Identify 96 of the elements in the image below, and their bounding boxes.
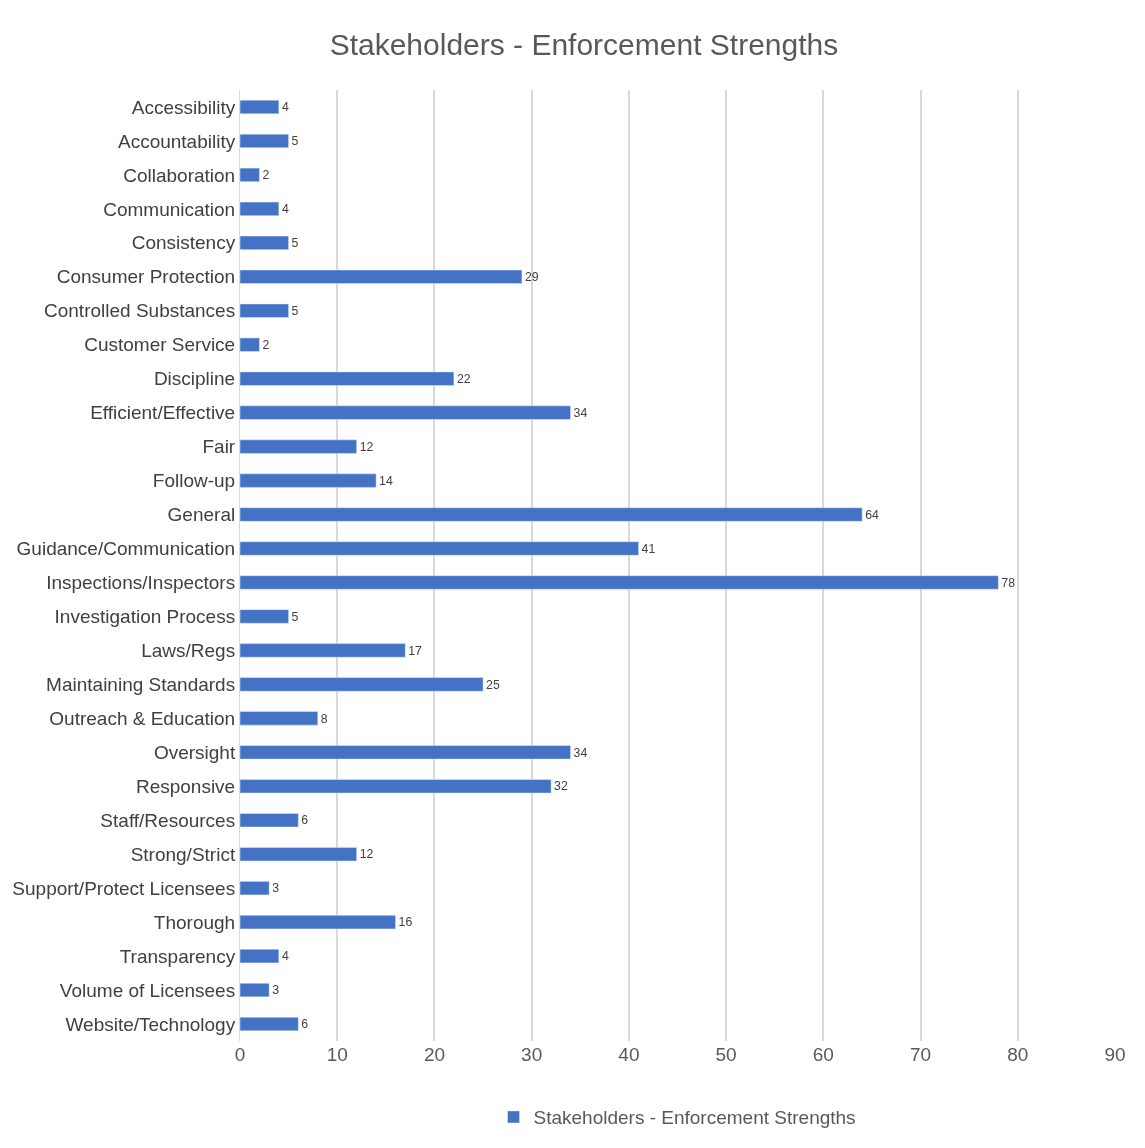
data-label: 12 [359,439,374,454]
y-tick-label: Responsive [135,775,236,797]
data-label: 8 [320,711,328,726]
bar [240,881,270,896]
chart-title: Stakeholders - Enforcement Strengths [329,28,839,62]
y-tick-label: Efficient/Effective [90,402,236,424]
y-tick-label: Discipline [153,368,236,390]
bar [240,609,289,624]
y-tick-label: Collaboration [123,164,236,186]
data-label: 34 [573,745,588,760]
data-label: 5 [291,236,299,251]
data-label: 34 [573,405,588,420]
data-label: 78 [1001,575,1016,590]
bar [240,847,357,862]
data-label: 5 [291,303,299,318]
bar [240,949,280,964]
y-tick-label: Investigation Process [54,606,236,628]
bar [240,337,260,352]
data-label: 14 [379,473,393,488]
data-label: 22 [456,371,471,386]
y-tick-label: Follow-up [152,470,236,492]
bar [240,371,455,386]
x-tick-label: 10 [326,1044,348,1065]
legend-label: Stakeholders - Enforcement Strengths [533,1107,856,1129]
x-tick-label: 0 [234,1044,246,1065]
y-tick-label: Thorough [153,911,236,933]
bar [240,473,377,488]
y-tick-label: Accountability [117,130,236,152]
x-tick-label: 90 [1104,1044,1126,1065]
bar [240,405,571,420]
data-label: 29 [524,270,539,285]
bar [240,745,571,760]
x-tick-label: 40 [618,1044,640,1065]
y-tick-label: Fair [202,436,236,458]
y-tick-label: Consistency [131,232,236,254]
y-tick-label: Controlled Substances [44,300,236,322]
bar [240,983,270,998]
bar [240,677,484,692]
bar [240,201,280,216]
bar [240,507,863,522]
y-tick-label: Volume of Licensees [59,979,236,1001]
y-tick-label: Maintaining Standards [46,674,236,696]
data-label: 5 [291,609,299,624]
data-label: 64 [865,507,880,522]
bar [240,643,406,658]
data-label: 25 [486,677,500,692]
bar [240,575,999,590]
data-label: 12 [359,847,374,862]
data-label: 6 [301,1017,309,1032]
bar [240,439,357,454]
y-tick-label: Customer Service [84,334,236,356]
y-tick-label: General [167,504,236,526]
bar [240,303,289,318]
data-label: 32 [554,779,568,794]
x-tick-label: 20 [423,1044,446,1065]
y-tick-label: Accessibility [131,96,236,118]
data-label: 5 [291,134,299,149]
bar [240,541,639,556]
y-tick-label: Guidance/Communication [16,538,236,560]
x-tick-label: 30 [521,1044,543,1065]
data-label: 2 [262,337,270,352]
bar [240,133,289,148]
bar [240,235,289,250]
bar [240,99,280,115]
y-tick-label: Strong/Strict [130,843,236,865]
x-tick-label: 50 [715,1044,737,1065]
data-label: 17 [408,643,423,658]
data-label: 41 [641,541,656,556]
bar [240,1016,299,1032]
data-label: 3 [272,983,280,998]
data-label: 4 [281,100,289,115]
bar [240,779,552,794]
bar [240,269,523,284]
y-tick-label: Transparency [119,945,236,967]
data-label: 4 [281,949,289,964]
y-tick-label: Oversight [153,741,236,763]
bar [240,167,260,182]
data-label: 4 [281,202,289,217]
y-tick-label: Communication [103,198,236,220]
y-tick-label: Inspections/Inspectors [46,572,236,594]
y-tick-label: Outreach & Education [49,707,236,729]
data-label: 6 [301,813,309,828]
data-label: 3 [272,881,280,896]
y-tick-label: Laws/Regs [141,640,236,662]
data-label: 2 [262,168,270,183]
bar [240,711,319,726]
data-label: 16 [398,915,413,930]
y-tick-label: Staff/Resources [100,809,236,831]
x-tick-label: 70 [909,1044,932,1065]
y-tick-label: Support/Protect Licensees [12,877,236,899]
y-tick-label: Consumer Protection [56,266,236,288]
x-tick-label: 60 [812,1044,834,1065]
x-tick-label: 80 [1007,1044,1029,1065]
bar [240,915,396,930]
bar [240,813,299,828]
y-tick-label: Website/Technology [65,1013,236,1035]
